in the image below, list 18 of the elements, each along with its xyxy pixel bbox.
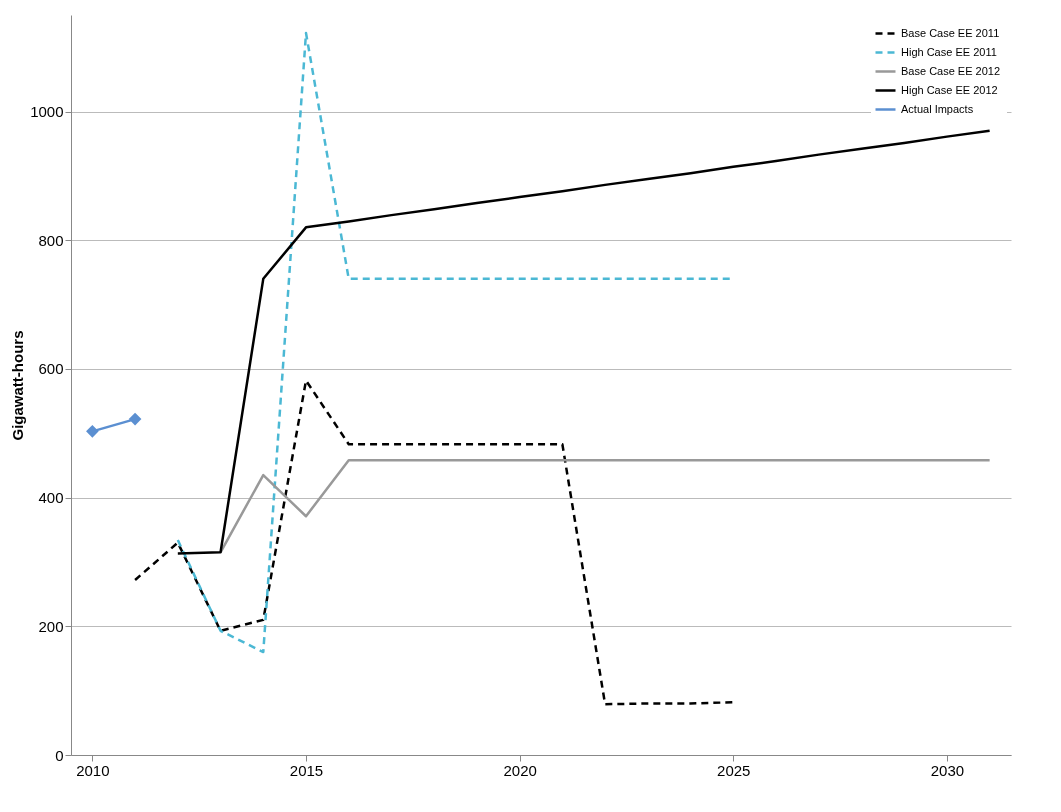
line-series <box>219 459 991 554</box>
x-tick-label: 2010 <box>76 761 110 779</box>
y-tick-label: 200 <box>38 617 64 635</box>
legend-label: Base Case EE 2011 <box>901 26 1000 39</box>
y-tick-label: 1000 <box>30 103 64 121</box>
y-tick-label: 0 <box>55 746 64 764</box>
x-tick-label: 2030 <box>930 761 965 779</box>
x-tick-label: 2020 <box>503 761 537 779</box>
y-axis-title: Gigawatt-hours <box>9 330 27 441</box>
y-tick-label: 600 <box>38 360 64 378</box>
legend-label: High Case EE 2012 <box>901 83 998 96</box>
legend-label: High Case EE 2011 <box>901 45 997 58</box>
legend-label: Actual Impacts <box>901 102 974 115</box>
y-tick-label: 800 <box>38 231 64 249</box>
y-tick-label: 400 <box>38 489 64 507</box>
x-tick-label: 2025 <box>717 761 751 779</box>
legend-label: Base Case EE 2012 <box>901 64 1001 77</box>
x-tick-label: 2015 <box>289 761 324 779</box>
